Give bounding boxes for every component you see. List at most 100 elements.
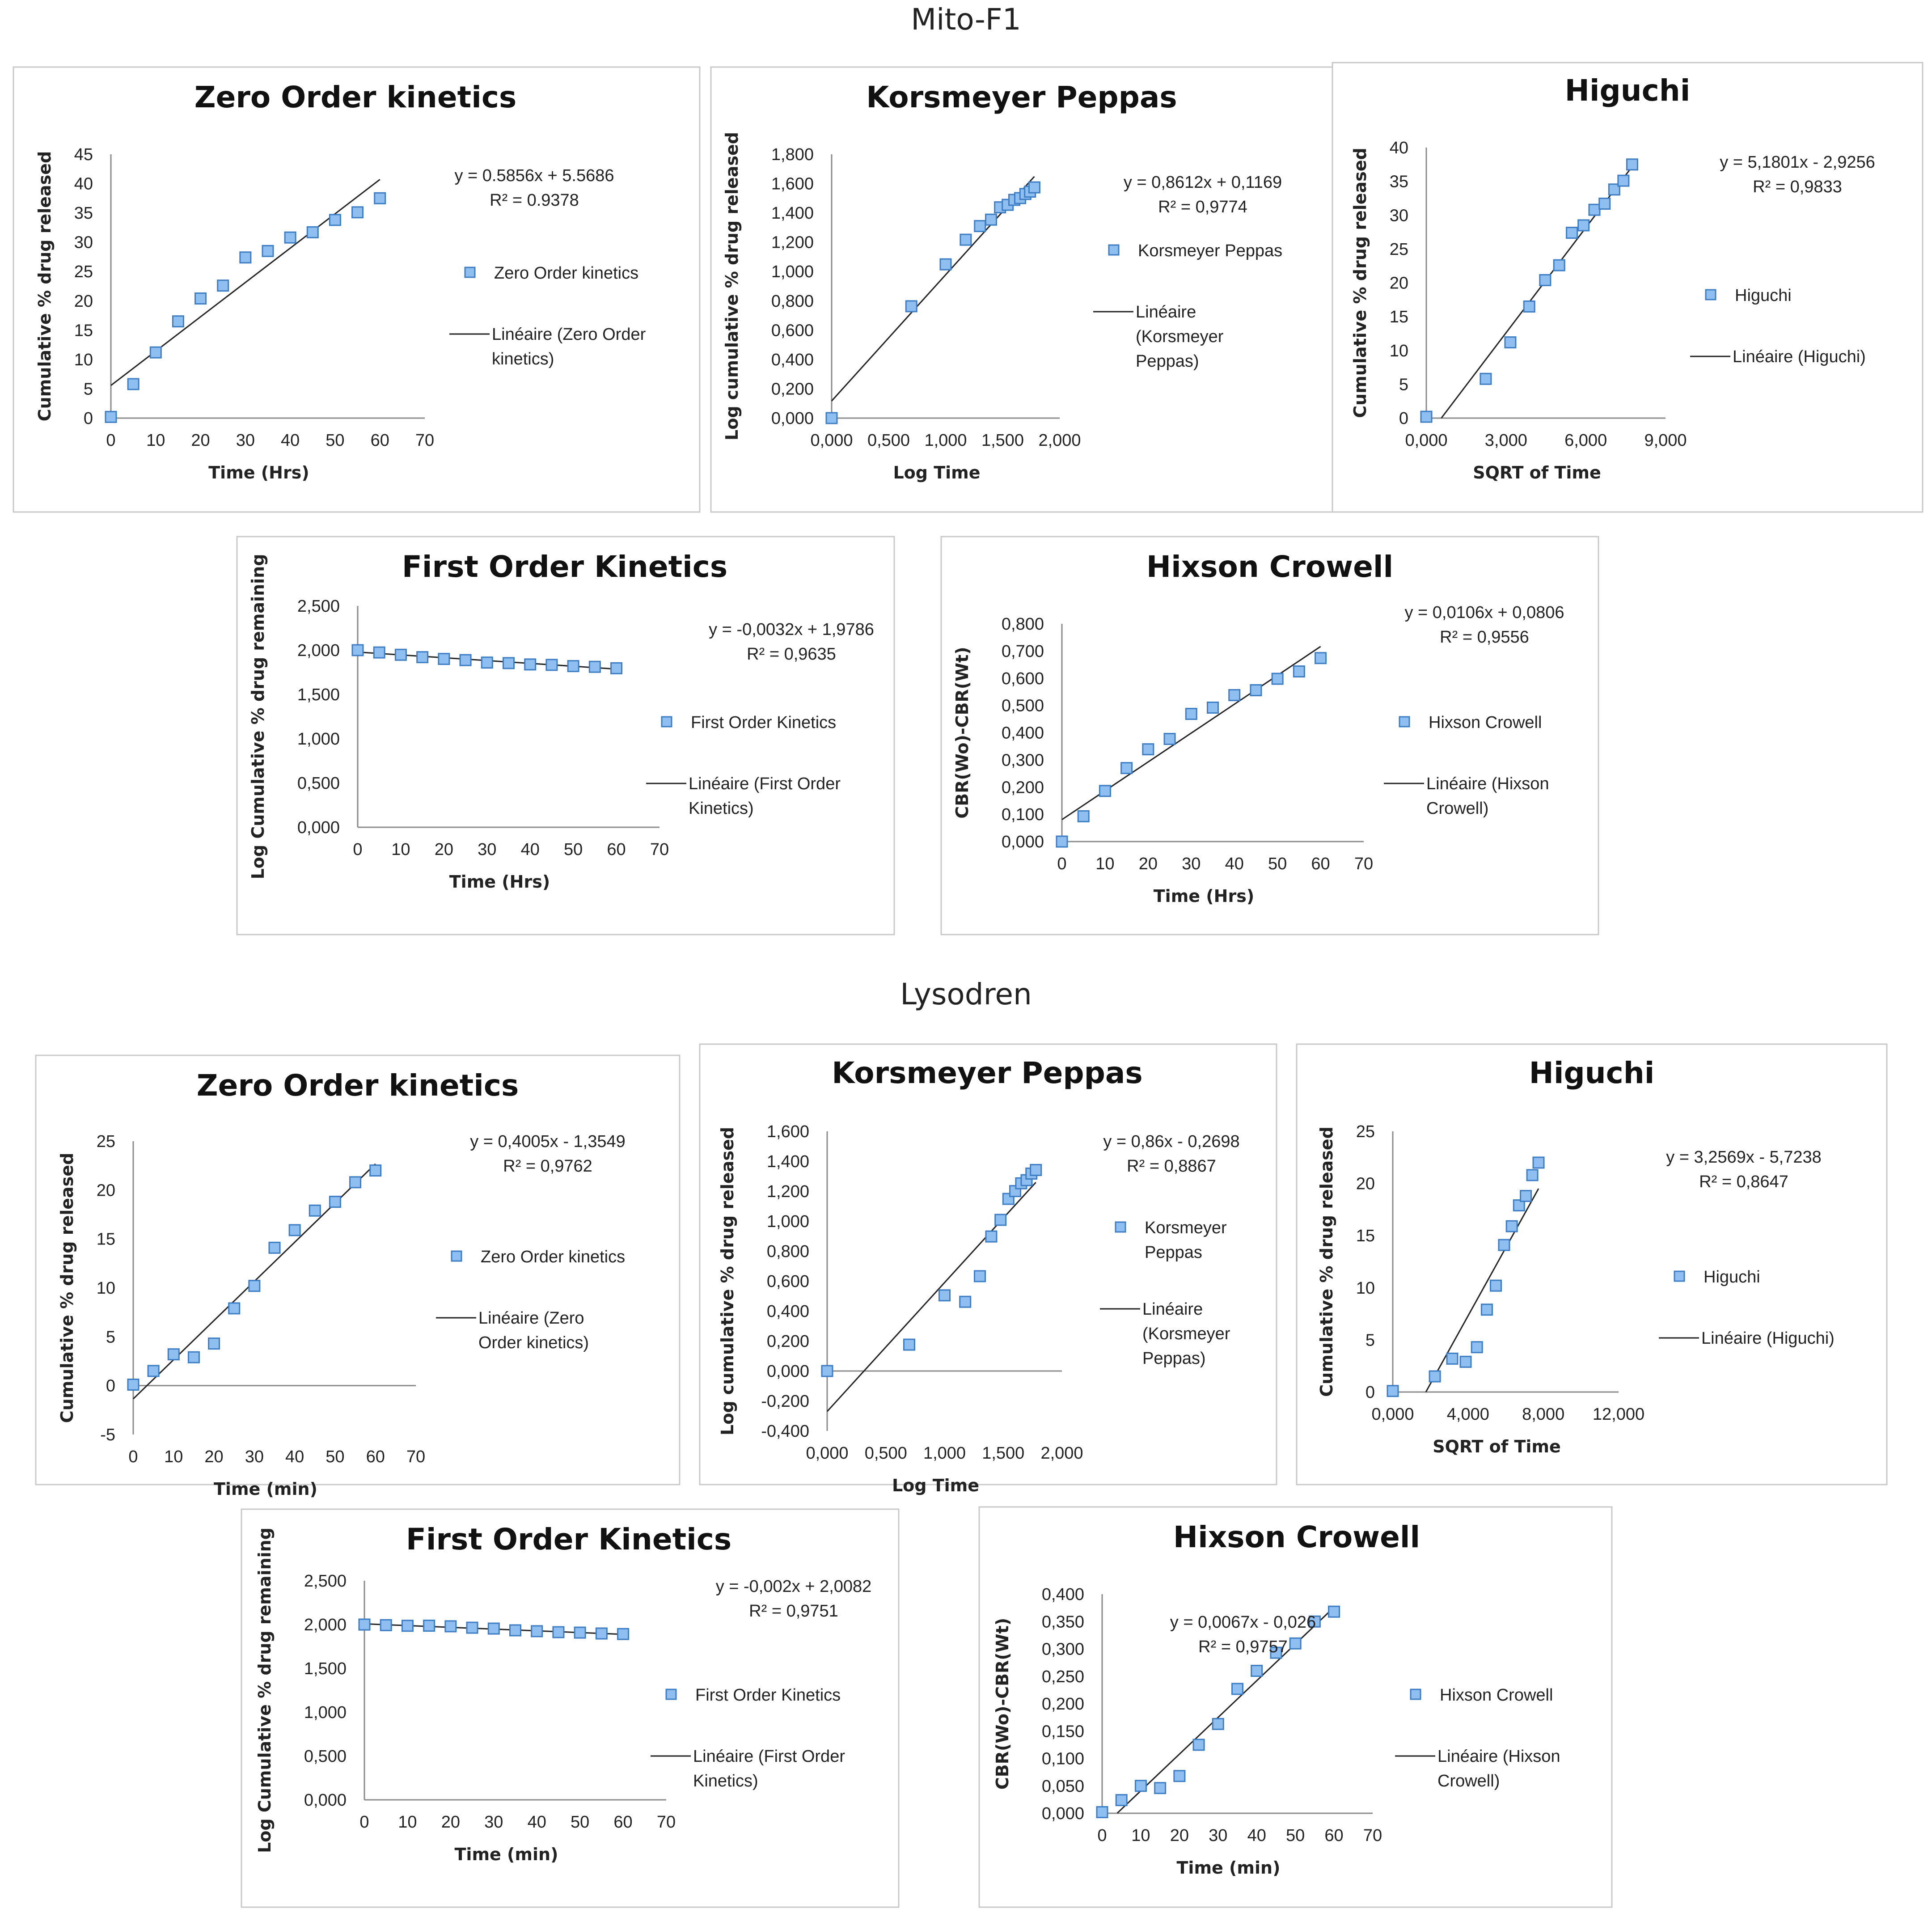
data-point	[268, 1241, 281, 1254]
legend-series-label: Korsmeyer Peppas	[1138, 241, 1282, 260]
x-tick-label: 70	[650, 840, 669, 859]
y-tick-label: -0,200	[761, 1392, 809, 1411]
data-point	[288, 1224, 301, 1236]
x-axis-label: Log Time	[893, 463, 980, 482]
y-axis-label: Cumulative % drug released	[1350, 148, 1370, 418]
legend-trend-label: Linéaire (Zero	[478, 1309, 584, 1328]
y-tick-label: 25	[1390, 240, 1408, 259]
data-point	[105, 410, 117, 423]
trend-equation: y = 5,1801x - 2,9256	[1720, 153, 1875, 172]
y-tick-label: 0,250	[1042, 1667, 1084, 1686]
y-axis-label: Log Cumulative % drug remaining	[248, 554, 268, 880]
legend-trend-label: Order kinetics)	[478, 1333, 589, 1352]
y-tick-label: 0,800	[1002, 615, 1044, 634]
data-point	[147, 1365, 160, 1377]
y-tick-label: 5	[106, 1328, 115, 1346]
group-title-mito-f1: Mito-F1	[911, 2, 1021, 37]
x-tick-label: 20	[204, 1447, 223, 1466]
data-point	[503, 657, 515, 669]
legend-marker	[661, 716, 672, 728]
chart-frame	[699, 1043, 1277, 1485]
chart-title: First Order Kinetics	[402, 550, 727, 584]
data-point	[248, 1280, 261, 1292]
y-tick-label: 15	[74, 321, 93, 340]
y-tick-label: 20	[1356, 1175, 1375, 1193]
data-point	[1315, 652, 1327, 664]
chart-title: First Order Kinetics	[406, 1522, 731, 1557]
data-point	[351, 206, 364, 219]
y-tick-label: 0,150	[1042, 1722, 1084, 1741]
data-point	[1134, 1780, 1147, 1792]
y-tick-label: 1,600	[771, 175, 814, 194]
data-point	[617, 1628, 630, 1640]
data-point	[1228, 689, 1241, 701]
trend-r-squared: R² = 0,9556	[1440, 628, 1529, 647]
data-point	[351, 644, 364, 656]
x-tick-label: 0	[1097, 1826, 1107, 1845]
y-tick-label: 1,600	[767, 1122, 809, 1141]
legend-trend-label: kinetics)	[492, 350, 554, 368]
data-point	[1270, 1646, 1282, 1659]
data-point	[588, 660, 601, 673]
legend-marker	[1705, 289, 1716, 300]
x-tick-label: 0,500	[867, 431, 910, 450]
chart-title: Hixson Crowell	[1146, 550, 1393, 584]
y-tick-label: 0,600	[771, 321, 814, 340]
y-tick-label: 0	[1366, 1383, 1375, 1402]
chart-title: Zero Order kinetics	[194, 80, 517, 114]
legend-series-label: First Order Kinetics	[695, 1686, 841, 1705]
data-point	[825, 412, 838, 424]
y-tick-label: 0,000	[767, 1362, 809, 1381]
data-point	[1251, 1665, 1263, 1677]
x-tick-label: 70	[657, 1813, 676, 1832]
x-tick-label: 30	[245, 1447, 264, 1466]
chart-title: Higuchi	[1529, 1056, 1655, 1090]
y-tick-label: 40	[1390, 139, 1408, 157]
legend-trend-label: Linéaire (Hixson	[1426, 774, 1549, 793]
y-tick-label: 1,800	[771, 145, 814, 164]
legend: Korsmeyer Peppas Linéaire (Korsmeyer Peppas…	[1093, 241, 1282, 371]
y-axis-label: Log cumulative % drug released	[718, 1127, 737, 1435]
y-tick-label: 0,000	[1042, 1804, 1084, 1823]
x-tick-label: 40	[1225, 855, 1244, 873]
y-tick-label: 0,350	[1042, 1612, 1084, 1631]
data-point	[481, 656, 493, 669]
chart-frame	[710, 66, 1338, 513]
data-point	[374, 192, 386, 204]
data-point	[349, 1176, 362, 1189]
legend-marker	[1674, 1270, 1685, 1282]
x-tick-label: 60	[366, 1447, 385, 1466]
y-axis-label: Cumulative % drug released	[1317, 1126, 1336, 1397]
y-tick-label: 0,100	[1042, 1750, 1084, 1769]
trend-r-squared: R² = 0,8647	[1699, 1172, 1788, 1191]
y-tick-label: 1,000	[304, 1703, 347, 1722]
y-tick-label: 2,000	[304, 1616, 347, 1634]
x-tick-label: 70	[406, 1447, 425, 1466]
y-tick-label: 0	[106, 1377, 115, 1396]
x-tick-label: 60	[1311, 855, 1330, 873]
x-tick-label: 40	[1247, 1826, 1266, 1845]
data-point	[172, 315, 184, 328]
y-tick-label: 35	[74, 204, 93, 223]
x-tick-label: 50	[571, 1813, 589, 1832]
x-axis-label: SQRT of Time	[1433, 1437, 1561, 1456]
x-tick-label: 30	[478, 840, 496, 859]
chart-title: Higuchi	[1565, 73, 1691, 108]
data-point	[1526, 1169, 1539, 1181]
y-axis-label: Log Cumulative % drug remaining	[255, 1528, 275, 1853]
x-tick-label: 10	[391, 840, 410, 859]
legend-marker	[464, 267, 476, 278]
y-tick-label: 0,200	[767, 1332, 809, 1351]
x-tick-label: 0,000	[810, 431, 853, 450]
trend-r-squared: R² = 0.9378	[490, 191, 579, 210]
data-point	[149, 346, 162, 359]
legend: Hixson Crowell Linéaire (Hixson Crowell)	[1395, 1686, 1560, 1790]
data-point	[524, 658, 537, 671]
legend-marker	[1108, 244, 1120, 256]
data-point	[610, 662, 623, 674]
chart-frame	[241, 1508, 900, 1908]
y-tick-label: 0,700	[1002, 642, 1044, 661]
x-tick-label: 40	[528, 1813, 546, 1832]
y-tick-label: 30	[74, 233, 93, 252]
